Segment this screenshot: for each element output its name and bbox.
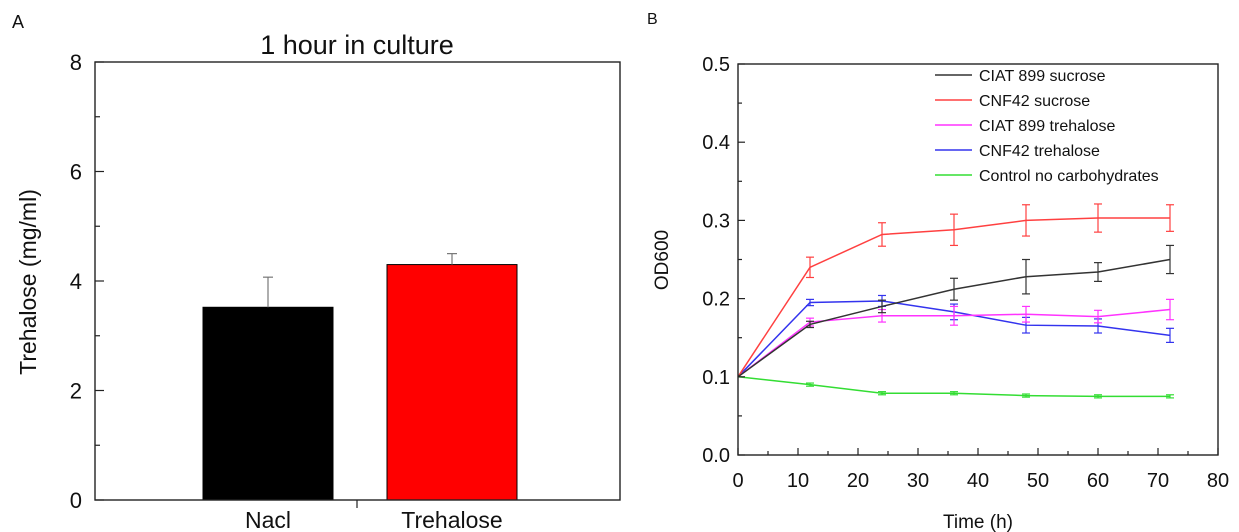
y-tick-label-2: 2 [70,379,82,404]
y-tick-label-0.4: 0.4 [702,132,730,154]
x-tick-label-nacl: Nacl [245,507,291,532]
series-3 [737,294,1174,378]
legend-label-0: CIAT 899 sucrose [979,68,1106,85]
x-tick-label-60: 60 [1087,470,1109,492]
legend-label-3: CNF42 trehalose [979,143,1100,160]
panel-b-line-chart: B OD600 Time (h) 0 10 20 30 40 50 60 70 80 0.0 0.1… [647,11,1229,532]
series-1 [737,203,1174,378]
x-tick-label-30: 30 [907,470,929,492]
series-0 [737,244,1174,378]
y-tick-label-0.1: 0.1 [702,367,730,389]
legend-label-2: CIAT 899 trehalose [979,118,1115,135]
bar-nacl [202,306,334,501]
x-tick-label-40: 40 [967,470,989,492]
x-tick-label-80: 80 [1207,470,1229,492]
legend-label-1: CNF42 sucrose [979,93,1090,110]
y-tick-label-6: 6 [70,160,82,185]
x-tick-label-20: 20 [847,470,869,492]
chart-b-ylabel: OD600 [652,230,673,290]
legend-label-4: Control no carbohydrates [979,168,1159,185]
x-tick-label-50: 50 [1027,470,1049,492]
chart-a-ylabel: Trehalose (mg/ml) [15,189,41,375]
chart-a-plot-frame [94,61,621,501]
y-tick-label-0.0: 0.0 [702,445,730,467]
y-tick-label-0: 0 [70,488,82,513]
series-2 [737,298,1174,378]
series-4 [737,376,1174,399]
x-tick-label-trehalose: Trehalose [401,507,502,532]
x-tick-label-0: 0 [732,470,743,492]
y-tick-label-8: 8 [70,50,82,75]
panel-a-bar-chart: A 1 hour in culture Trehalose (mg/ml) Na… [12,12,621,532]
chart-b-xlabel: Time (h) [943,512,1013,532]
x-tick-label-70: 70 [1147,470,1169,492]
y-tick-label-0.2: 0.2 [702,289,730,311]
panel-a-label: A [12,12,24,32]
x-tick-label-10: 10 [787,470,809,492]
chart-a-title: 1 hour in culture [260,30,454,60]
y-tick-label-4: 4 [70,269,82,294]
y-tick-label-0.5: 0.5 [702,54,730,76]
y-tick-label-0.3: 0.3 [702,210,730,232]
chart-b-plot-frame [737,63,1219,456]
bar-trehalose [386,264,518,501]
panel-b-label: B [647,11,658,28]
